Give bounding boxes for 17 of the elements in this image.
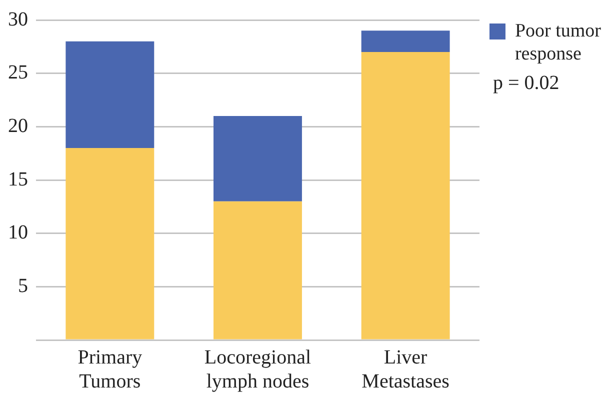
y-tick-label: 25 [8, 62, 28, 84]
y-tick-label: 5 [18, 274, 28, 297]
legend-label: Poor tumor response [514, 20, 602, 64]
x-tick-label: Liver Metastases [362, 346, 450, 392]
x-tick-label: Primary Tumors [78, 346, 142, 392]
bar [361, 30, 450, 52]
bar [214, 201, 302, 340]
x-tick-label: Locoregional lymph nodes [204, 346, 312, 392]
bar [214, 116, 302, 202]
y-tick-label: 15 [8, 168, 28, 190]
bar [66, 41, 154, 148]
y-tick-label: 30 [8, 8, 28, 30]
bar [66, 148, 154, 340]
y-tick-label: 10 [8, 222, 28, 244]
text: p = 0.02 [493, 72, 560, 95]
y-tick-label: 20 [8, 114, 28, 137]
bar [361, 52, 450, 340]
